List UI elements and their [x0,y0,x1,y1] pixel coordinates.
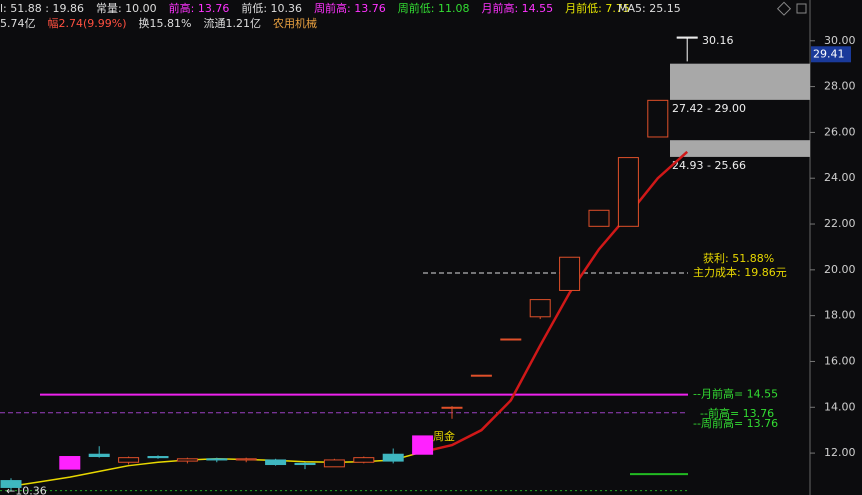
level-label: 主力成本: 19.86元 [693,265,787,279]
header-text: 前低: 10.36 [241,1,302,15]
gap-zone [670,63,810,100]
header-text: 常量: 10.00 [96,2,157,15]
level-label: ←10.36 [6,485,47,495]
level-label: --周前高= 13.76 [693,416,778,430]
candle-body [206,458,228,461]
header-text: 月前高: 14.55 [481,1,553,15]
y-tick-label: 12.00 [824,446,856,459]
y-tick-label: 30.00 [824,34,856,47]
candle-body [529,299,551,318]
header-text: 前高: 13.76 [169,1,230,15]
candle-body [412,435,434,455]
marker-label: 周金 [433,429,455,443]
y-tick-label: 28.00 [824,80,856,93]
header-text: l: 51.88 : 19.86 [0,2,84,15]
header-text: MA5: 25.15 [618,2,681,15]
candle-body [59,456,81,470]
ma-line [422,150,689,454]
header-text: 月前低: 7.75 [565,1,630,15]
header-text: 流通1.21亿 [203,16,261,30]
y-tick-label: 16.00 [824,354,856,367]
candle-body [294,462,316,466]
zone-label: 24.93 - 25.66 [672,159,746,172]
header-text: 周前低: 11.08 [398,1,470,15]
candle-body [500,338,522,341]
y-tick-label: 22.00 [824,217,856,230]
candle-body [353,457,375,463]
y-tick-label: 14.00 [824,400,856,413]
level-note: --前高= 13.76 [700,406,774,420]
candle-body [323,459,345,468]
header-text: 农用机械 [273,16,317,30]
level-label: --月前高= 14.55 [693,387,778,401]
icon[interactable] [796,3,807,14]
y-tick-label: 26.00 [824,125,856,138]
candle-body [441,406,463,409]
y-tick-label: 18.00 [824,309,856,322]
candle-body [118,457,140,463]
icon[interactable] [776,1,792,16]
candle-body [382,453,404,462]
candle-body [265,459,287,466]
price-box [811,46,851,63]
price-label: 29.41 [813,47,845,60]
zone-label: 27.42 - 29.00 [672,102,746,115]
candle-body [647,99,669,138]
level-note: 获利: 51.88% [703,252,774,265]
candle-body [0,480,22,488]
gap-zone [670,140,810,157]
header-text: 5.74亿 [0,17,36,30]
y-tick-label: 20.00 [824,263,856,276]
candle-body [559,256,581,291]
high-label: 30.16 [702,34,734,47]
candle-body [470,374,492,377]
header-text: 周前高: 13.76 [314,1,386,15]
candle-body [176,458,198,462]
header-text: 换15.81% [139,16,192,30]
header-text: 幅2.74(9.99%) [48,17,127,30]
candle-body [617,157,639,227]
candle-body [588,209,610,227]
candle-body [147,456,169,459]
y-tick-label: 24.00 [824,171,856,184]
candle-body [235,458,257,461]
candle-body [88,453,110,458]
